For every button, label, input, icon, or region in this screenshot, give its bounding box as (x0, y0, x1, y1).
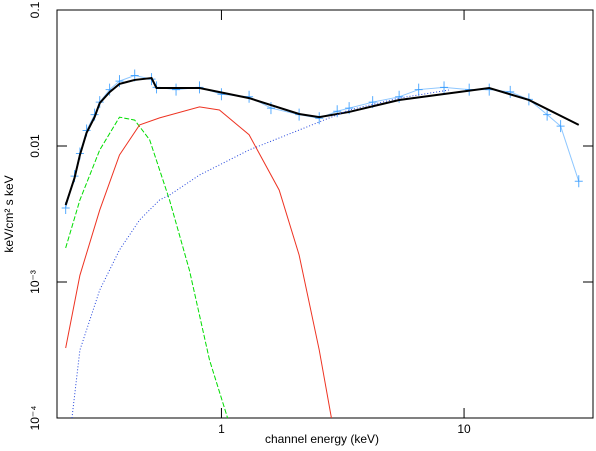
x-axis-label: channel energy (keV) (265, 432, 379, 446)
y-tick-label: 10⁻³ (28, 270, 42, 294)
model-line (64, 76, 580, 206)
x-tick-label: 1 (218, 422, 225, 436)
plot-frame (56, 9, 594, 419)
x-tick-label: 10 (457, 422, 471, 436)
model-line (65, 106, 332, 419)
y-tick-label: 0.1 (28, 1, 42, 18)
y-axis-label: keV/cm² s keV (2, 175, 16, 252)
y-tick-label: 10⁻⁴ (28, 406, 42, 431)
data-trace (65, 74, 580, 209)
y-tick-label: 0.01 (28, 134, 42, 158)
data-point (574, 175, 583, 188)
model-line (71, 89, 449, 419)
model-line (65, 116, 229, 419)
